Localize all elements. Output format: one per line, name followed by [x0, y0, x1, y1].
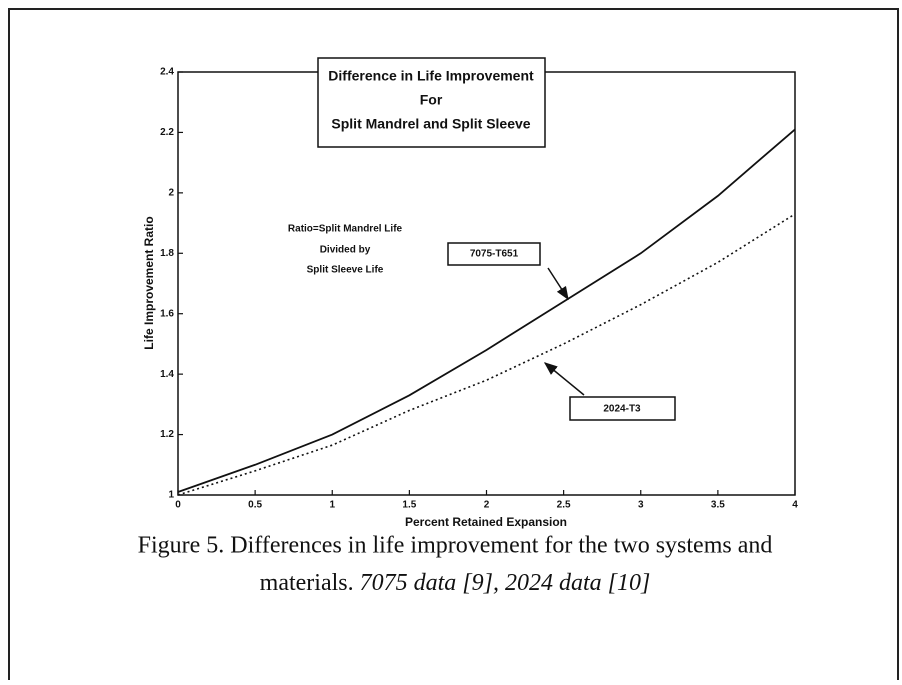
y-axis-label: Life Improvement Ratio [142, 216, 156, 349]
figure-border [8, 8, 899, 680]
annotation: Split Sleeve Life [307, 265, 384, 276]
title-box [317, 57, 546, 148]
x-tick-label: 3.5 [711, 500, 725, 511]
x-tick-label: 0 [175, 500, 181, 511]
y-tick-label: 1.8 [160, 248, 174, 259]
caption: Figure 5. Differences in life improvemen… [138, 533, 773, 559]
y-tick-label: 1.6 [160, 308, 174, 319]
caption-text: materials. [260, 570, 360, 596]
caption: materials. 7075 data [9], 2024 data [10] [260, 570, 651, 596]
y-tick-label: 2.2 [160, 127, 174, 138]
x-tick-label: 3 [638, 500, 644, 511]
y-tick-label: 1.2 [160, 429, 174, 440]
series-line [177, 128, 796, 493]
y-tick-label: 1 [168, 490, 174, 501]
title-line: Difference in Life Improvement [328, 68, 534, 84]
title-line: Split Mandrel and Split Sleeve [331, 116, 530, 132]
series-label-box [569, 396, 676, 421]
series-label: 2024-T3 [603, 404, 641, 415]
annotation: Ratio=Split Mandrel Life [288, 224, 403, 235]
x-tick-label: 4 [792, 500, 798, 511]
title-line: For [420, 92, 443, 108]
y-tick-label: 1.4 [160, 369, 174, 380]
x-tick-label: 1.5 [402, 500, 416, 511]
arrow [547, 267, 569, 301]
x-axis-label: Percent Retained Expansion [405, 515, 567, 529]
x-tick-label: 1 [329, 500, 335, 511]
x-tick-label: 0.5 [248, 500, 262, 511]
series-label: 7075-T651 [470, 249, 519, 260]
series-label-box [447, 242, 541, 266]
x-tick-label: 2 [484, 500, 490, 511]
y-tick-label: 2 [168, 187, 174, 198]
arrow [543, 362, 585, 396]
caption-citation: 7075 data [9], 2024 data [10] [360, 570, 651, 596]
annotation: Divided by [320, 245, 371, 256]
y-tick-label: 2.4 [160, 67, 174, 78]
x-tick-label: 2.5 [557, 500, 571, 511]
